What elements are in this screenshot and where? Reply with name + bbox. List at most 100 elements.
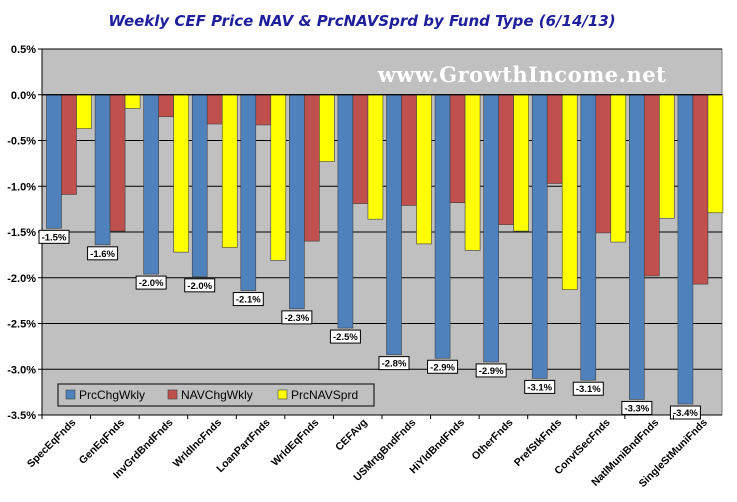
chart-title: Weekly CEF Price NAV & PrcNAVSprd by Fun… xyxy=(108,12,615,30)
legend: PrcChgWkly NAVChgWkly PrcNAVSprd xyxy=(57,383,375,407)
bar-PrcNAVSprd xyxy=(76,94,92,129)
bar-PrcChgWkly xyxy=(629,94,645,400)
bar-NAVChgWkly xyxy=(401,94,417,206)
bar-PrcNAVSprd xyxy=(513,94,529,232)
bar-PrcNAVSprd xyxy=(367,94,384,220)
data-label: -3.4% xyxy=(673,408,698,419)
x-axis: SpecEqFndsGenEqFndsInvGrdBndFndsWrldIncF… xyxy=(25,415,710,490)
bar-PrcChgWkly xyxy=(191,94,208,278)
bar-PrcChgWkly xyxy=(531,94,548,379)
bar-NAVChgWkly xyxy=(158,94,174,118)
bar-PrcChgWkly xyxy=(240,94,257,291)
bar-PrcNAVSprd xyxy=(561,94,578,290)
data-label-box xyxy=(232,292,264,307)
bar-PrcNAVSprd xyxy=(610,94,627,243)
bar-PrcChgWkly xyxy=(143,94,159,275)
y-tick-label: -2.5% xyxy=(7,319,36,331)
y-axis: 0.5% 0.0% -0.5% -1.0% -1.5% -2.0% -2.5% -3.0% -3… xyxy=(7,44,43,422)
legend-swatch xyxy=(65,389,76,400)
y-tick-label: 0.0% xyxy=(11,90,36,102)
y-tick-label: -0.5% xyxy=(7,136,36,148)
legend-label: PrcNAVSprd xyxy=(291,388,358,402)
bar-PrcChgWkly xyxy=(94,94,111,246)
data-label-box xyxy=(427,359,459,374)
legend-label: NAVChgWkly xyxy=(181,388,253,402)
watermark-text: www.GrowthIncome.net xyxy=(377,62,667,87)
bars xyxy=(42,94,724,405)
data-label: -2.0% xyxy=(139,278,164,289)
data-label-box xyxy=(524,379,556,394)
y-tick-label: -2.0% xyxy=(7,273,36,285)
data-label-box xyxy=(621,400,653,415)
data-label-box xyxy=(184,278,216,293)
bar-NAVChgWkly xyxy=(61,94,77,195)
data-label-box xyxy=(475,363,507,378)
y-tick-label: -3.0% xyxy=(7,364,36,376)
bar-NAVChgWkly xyxy=(546,94,563,184)
y-tick-label: -3.5% xyxy=(7,410,36,422)
data-label: -2.9% xyxy=(430,362,455,373)
bar-NAVChgWkly xyxy=(498,94,514,225)
bar-NAVChgWkly xyxy=(255,94,272,126)
data-label: -3.1% xyxy=(576,384,601,395)
category-label: OtherFnds xyxy=(470,417,516,463)
data-label: -3.1% xyxy=(527,382,552,393)
bar-PrcNAVSprd xyxy=(124,94,141,109)
bar-NAVChgWkly xyxy=(692,94,709,285)
bar-NAVChgWkly xyxy=(644,94,660,277)
data-label: -2.5% xyxy=(333,332,358,343)
bar-PrcNAVSprd xyxy=(416,94,432,245)
category-label: PrefStkFnds xyxy=(512,417,564,469)
bar-PrcNAVSprd xyxy=(173,94,189,253)
data-label: -2.9% xyxy=(479,366,504,377)
legend-label: PrcChgWkly xyxy=(79,388,145,402)
legend-swatch xyxy=(277,389,288,400)
legend-box xyxy=(57,383,375,407)
bar-NAVChgWkly xyxy=(109,94,126,232)
category-label: GenEqFnds xyxy=(77,417,127,467)
category-label: WrldIncFnds xyxy=(171,417,224,470)
bar-PrcChgWkly xyxy=(483,94,499,363)
data-label: -1.6% xyxy=(90,249,115,260)
bar-PrcChgWkly xyxy=(46,94,62,229)
bar-PrcChgWkly xyxy=(386,94,402,355)
bar-PrcNAVSprd xyxy=(659,94,675,219)
bar-PrcChgWkly xyxy=(677,94,694,405)
bar-PrcNAVSprd xyxy=(270,94,287,261)
data-label-box xyxy=(378,356,410,371)
y-tick-label: -1.5% xyxy=(7,227,36,239)
data-label: -3.3% xyxy=(624,403,649,414)
y-tick-label: -1.0% xyxy=(7,181,36,193)
bar-NAVChgWkly xyxy=(595,94,612,234)
bar-PrcChgWkly xyxy=(434,94,451,359)
data-label: -1.5% xyxy=(42,232,67,243)
bar-PrcChgWkly xyxy=(337,94,354,329)
data-label-box xyxy=(329,329,361,344)
bar-NAVChgWkly xyxy=(449,94,466,204)
category-label: WrldEqFnds xyxy=(269,417,321,469)
bar-PrcChgWkly xyxy=(289,94,305,310)
data-label-box xyxy=(135,275,167,290)
data-label-box xyxy=(281,310,313,325)
bar-PrcNAVSprd xyxy=(221,94,238,248)
bar-NAVChgWkly xyxy=(304,94,320,242)
category-label: SpecEqFnds xyxy=(25,417,79,471)
y-tick-label: 0.5% xyxy=(11,44,36,56)
category-label: CEFAvg xyxy=(333,417,370,454)
data-label-box xyxy=(572,381,604,396)
data-label: -2.0% xyxy=(187,281,212,292)
data-label: -2.3% xyxy=(284,313,309,324)
legend-swatch xyxy=(167,389,178,400)
data-label-box xyxy=(669,405,701,420)
bar-PrcNAVSprd xyxy=(464,94,481,251)
bar-PrcNAVSprd xyxy=(319,94,335,162)
data-label: -2.1% xyxy=(236,295,261,306)
bar-PrcNAVSprd xyxy=(707,94,724,214)
data-label-box xyxy=(38,229,70,244)
bar-NAVChgWkly xyxy=(352,94,369,204)
bar-NAVChgWkly xyxy=(206,94,223,125)
bar-PrcChgWkly xyxy=(580,94,597,381)
data-labels: -1.5% -1.6% -2.0% -2.0% -2.1% -2.3% -2.5% -2.8%… xyxy=(38,229,701,420)
data-label: -2.8% xyxy=(382,359,407,370)
